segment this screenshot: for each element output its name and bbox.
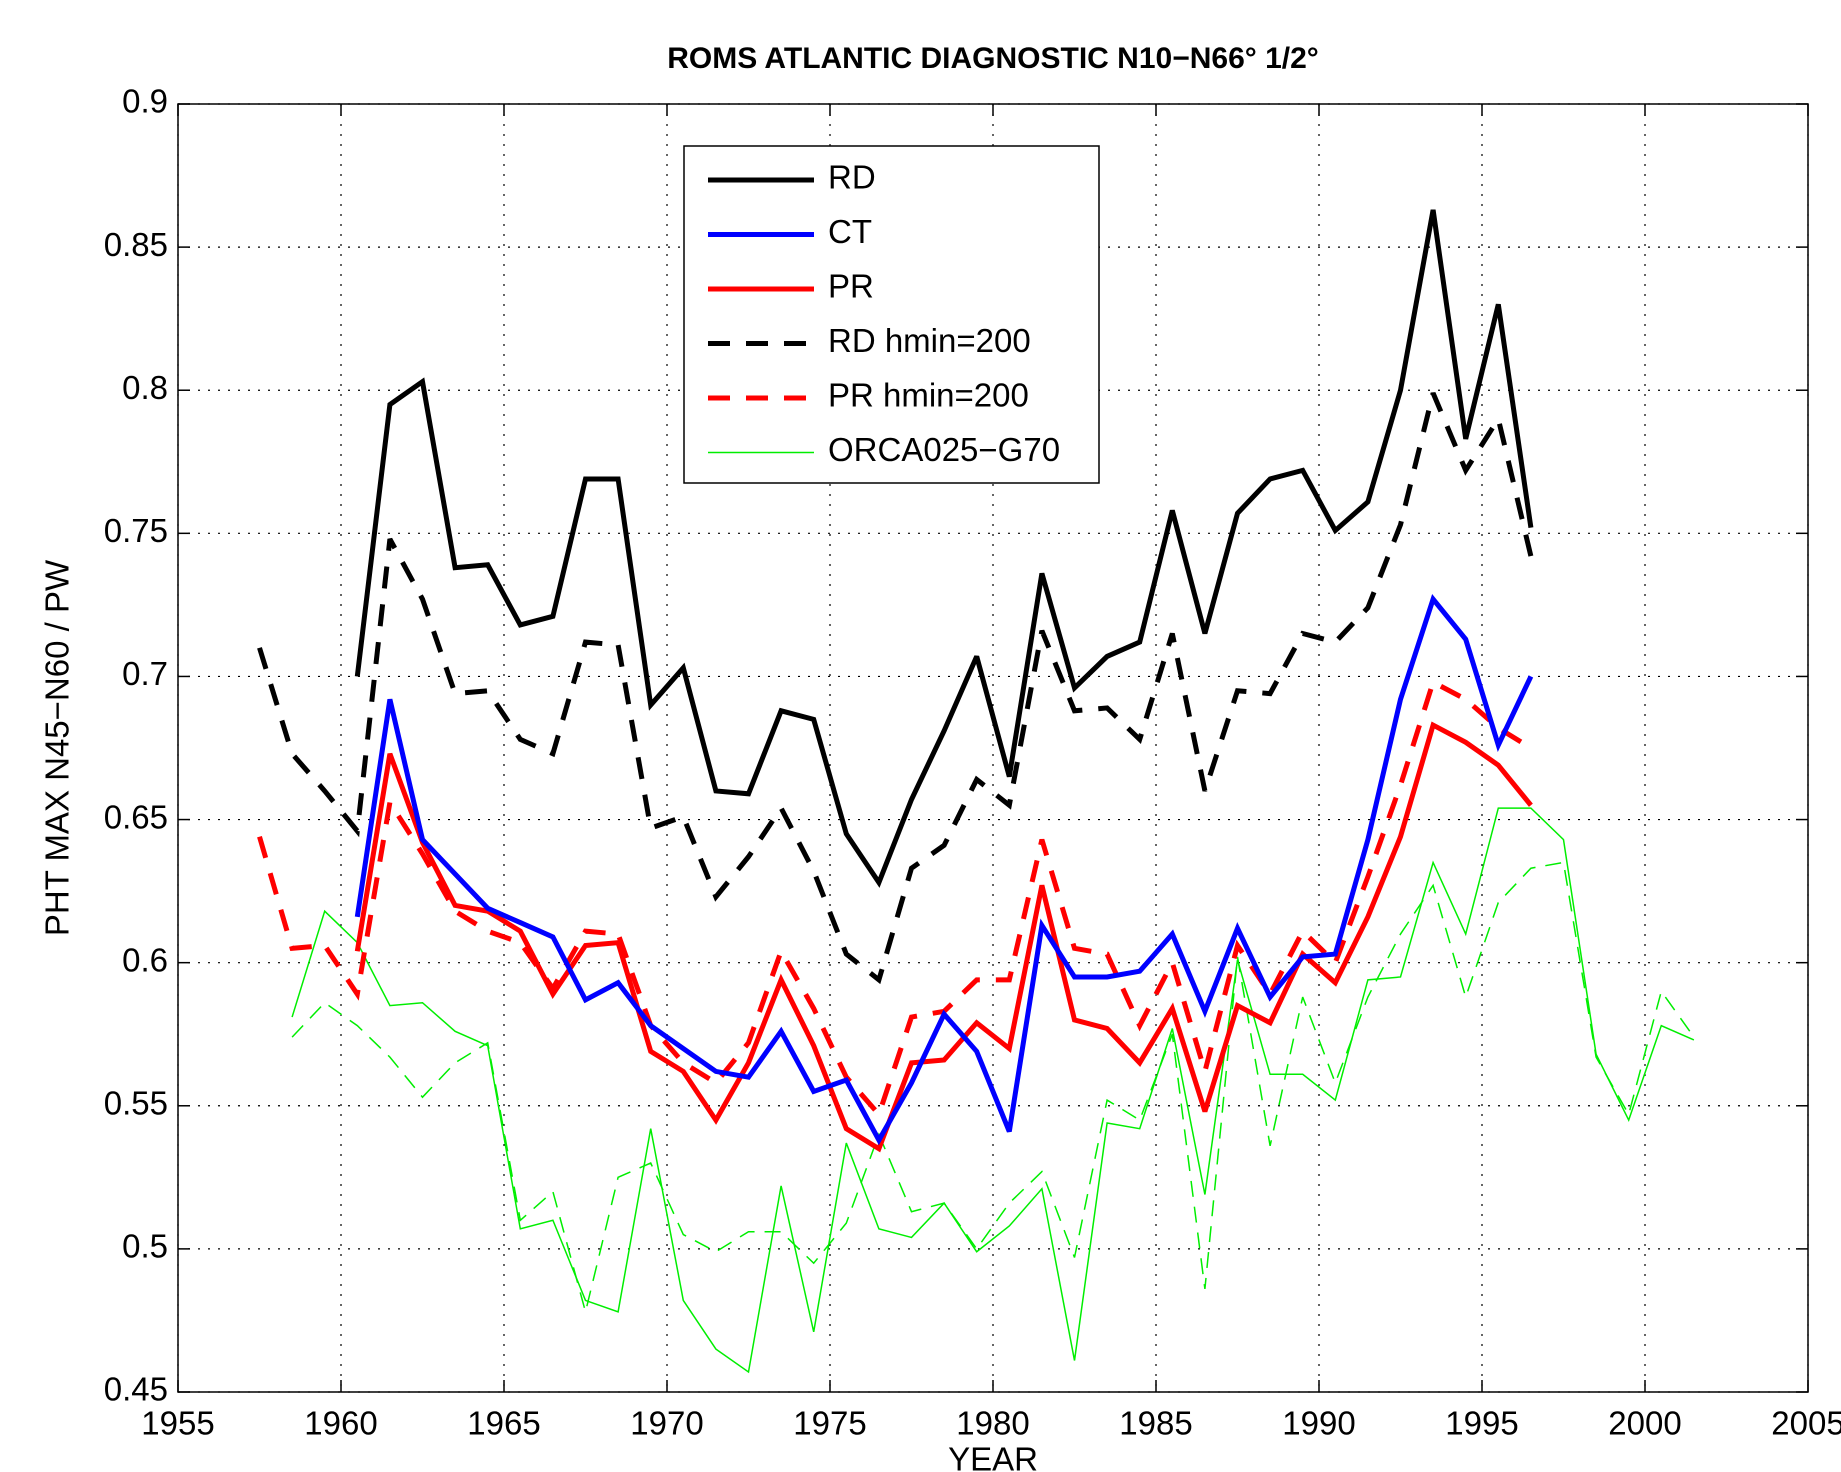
series-line [354, 721, 1533, 1153]
x-tick-label: 1975 [793, 1405, 866, 1442]
y-tick-label: 0.5 [122, 1228, 168, 1265]
series-line [291, 861, 1695, 1313]
x-axis-label: YEAR [948, 1441, 1038, 1472]
legend-label: RD hmin=200 [828, 322, 1031, 359]
y-tick-label: 0.55 [104, 1084, 168, 1121]
legend-label: PR [828, 268, 874, 305]
y-tick-label: 0.85 [104, 226, 168, 263]
chart-title: ROMS ATLANTIC DIAGNOSTIC N10−N66° 1/2° [667, 42, 1319, 75]
x-tick-label: 1990 [1282, 1405, 1355, 1442]
x-tick-label: 1965 [467, 1405, 540, 1442]
y-tick-label: 0.6 [122, 941, 168, 978]
legend-label: ORCA025−G70 [828, 431, 1060, 468]
x-tick-label: 1970 [630, 1405, 703, 1442]
series-line [257, 392, 1534, 985]
y-tick-label: 0.7 [122, 655, 168, 692]
legend-label: RD [828, 159, 876, 196]
legend-label: CT [828, 213, 872, 250]
x-tick-label: 2005 [1771, 1405, 1841, 1442]
y-axis-label: PHT MAX N45−N60 / PW [39, 559, 76, 936]
legend-box [683, 145, 1100, 484]
x-tick-label: 1985 [1119, 1405, 1192, 1442]
x-tick-label: 2000 [1608, 1405, 1681, 1442]
x-tick-label: 1980 [956, 1405, 1029, 1442]
x-tick-label: 1960 [304, 1405, 377, 1442]
y-tick-label: 0.8 [122, 369, 168, 406]
y-tick-label: 0.65 [104, 798, 168, 835]
x-tick-label: 1955 [141, 1405, 214, 1442]
y-tick-label: 0.45 [104, 1371, 168, 1408]
y-tick-label: 0.9 [122, 83, 168, 120]
series-line [257, 678, 1533, 1120]
x-tick-label: 1995 [1445, 1405, 1518, 1442]
legend-label: PR hmin=200 [828, 377, 1029, 414]
y-tick-label: 0.75 [104, 512, 168, 549]
series-line [291, 807, 1695, 1374]
plot-frame [177, 103, 1809, 1393]
series-line [354, 594, 1534, 1146]
series-line [354, 209, 1534, 888]
